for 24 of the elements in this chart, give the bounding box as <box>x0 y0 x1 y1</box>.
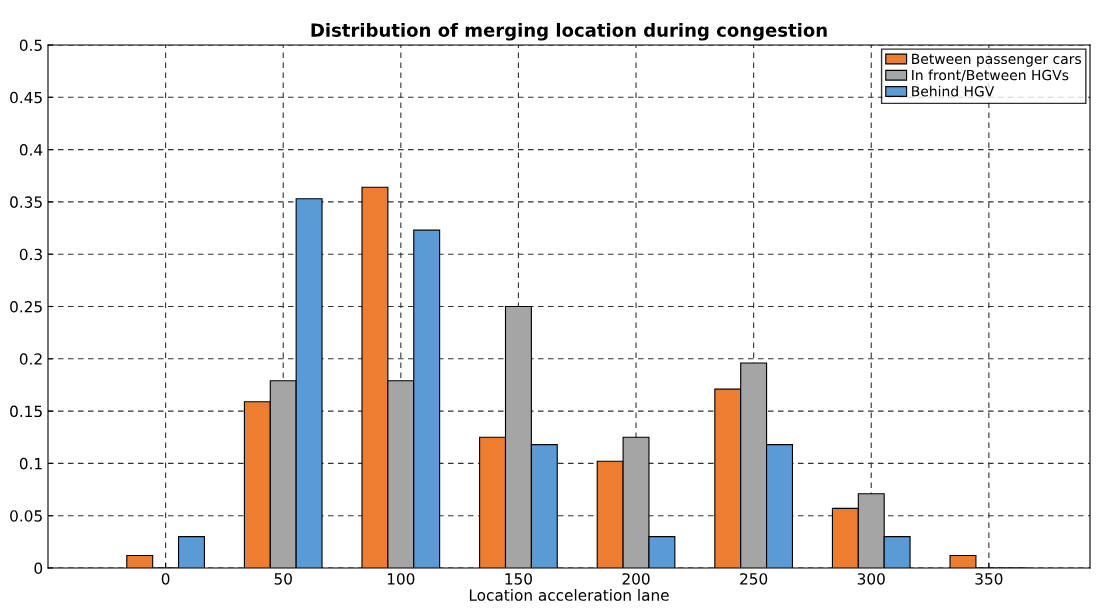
y-tick-label: 0.05 <box>10 510 42 522</box>
x-tick-label: 150 <box>505 573 532 585</box>
legend-label: In front/Between HGVs <box>912 69 1069 82</box>
legend-label: Behind HGV <box>912 85 995 97</box>
x-tick-label: 300 <box>857 573 885 585</box>
y-tick-label: 0 <box>34 562 43 575</box>
chart-title: Distribution of merging location during congestion <box>311 22 827 41</box>
x-tick-label: 250 <box>740 573 768 585</box>
x-tick-label: 0 <box>161 573 170 585</box>
y-tick-label: 0.25 <box>10 300 42 313</box>
x-tick-label: 100 <box>387 573 415 585</box>
x-tick-label: 50 <box>274 573 292 585</box>
legend-label: Between passenger cars <box>912 53 1081 67</box>
y-tick-label: 0.45 <box>10 91 42 104</box>
y-tick-label: 0.2 <box>19 353 42 365</box>
y-tick-label: 0.3 <box>19 248 42 261</box>
y-tick-label: 0.4 <box>19 144 43 156</box>
x-tick-label: 350 <box>975 573 1003 585</box>
y-tick-label: 0.35 <box>10 196 42 208</box>
y-tick-label: 0.5 <box>19 39 42 52</box>
x-tick-label: 200 <box>622 573 650 585</box>
y-tick-label: 0.1 <box>19 457 42 470</box>
y-tick-label: 0.15 <box>10 405 42 418</box>
x-axis-title: Location acceleration lane <box>469 589 669 601</box>
